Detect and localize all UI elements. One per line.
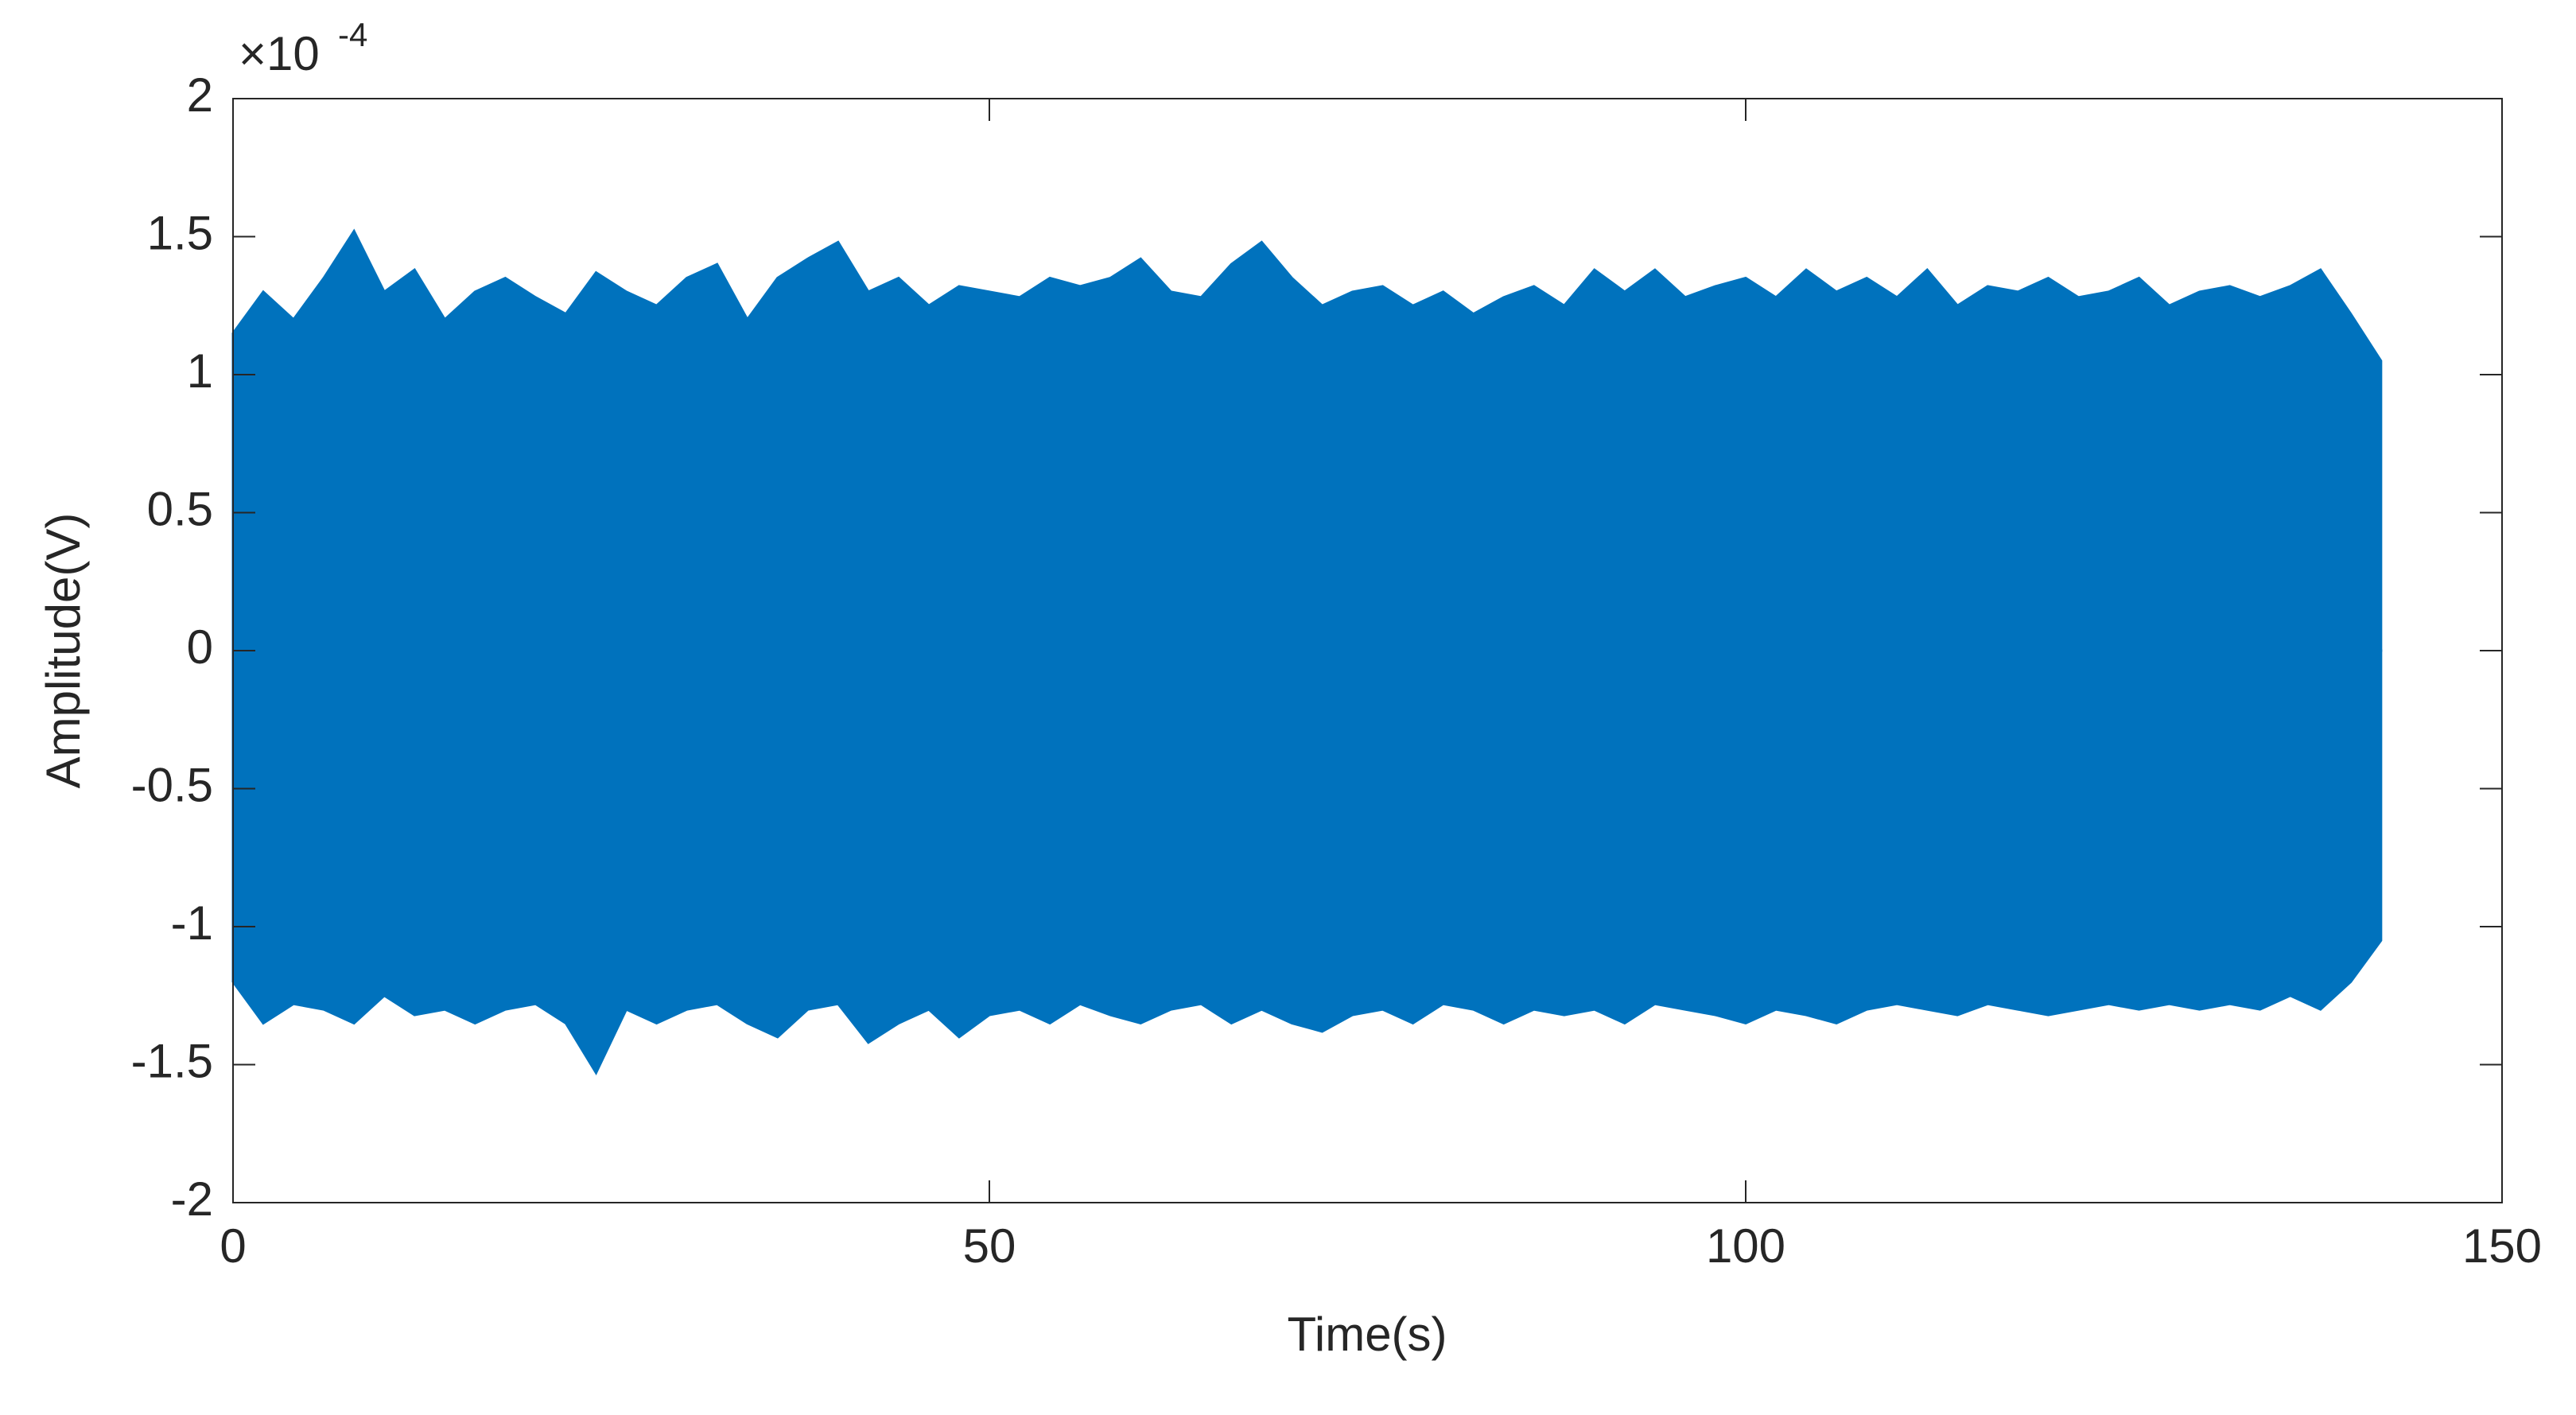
y-tick-label: -0.5 <box>131 758 213 811</box>
y-tick-label: 1.5 <box>147 206 213 259</box>
y-tick-label: 0 <box>187 620 213 674</box>
y-tick-label: -2 <box>171 1172 213 1226</box>
x-tick-label: 150 <box>2462 1219 2542 1273</box>
x-tick-label: 50 <box>963 1219 1016 1273</box>
y-tick-label: 2 <box>187 68 213 122</box>
x-axis-label: Time(s) <box>1287 1308 1447 1361</box>
y-multiplier: ×10 <box>239 27 320 80</box>
y-tick-label: 0.5 <box>147 482 213 535</box>
y-axis-label: Amplitude(V) <box>37 513 90 789</box>
y-tick-label: 1 <box>187 344 213 398</box>
signal-envelope <box>231 228 2383 652</box>
y-exponent: -4 <box>338 16 367 53</box>
y-tick-label: -1 <box>171 896 213 950</box>
x-tick-label: 100 <box>1706 1219 1785 1273</box>
x-tick-label: 0 <box>220 1219 246 1273</box>
signal-envelope <box>231 649 2383 1076</box>
y-tick-label: -1.5 <box>131 1034 213 1087</box>
